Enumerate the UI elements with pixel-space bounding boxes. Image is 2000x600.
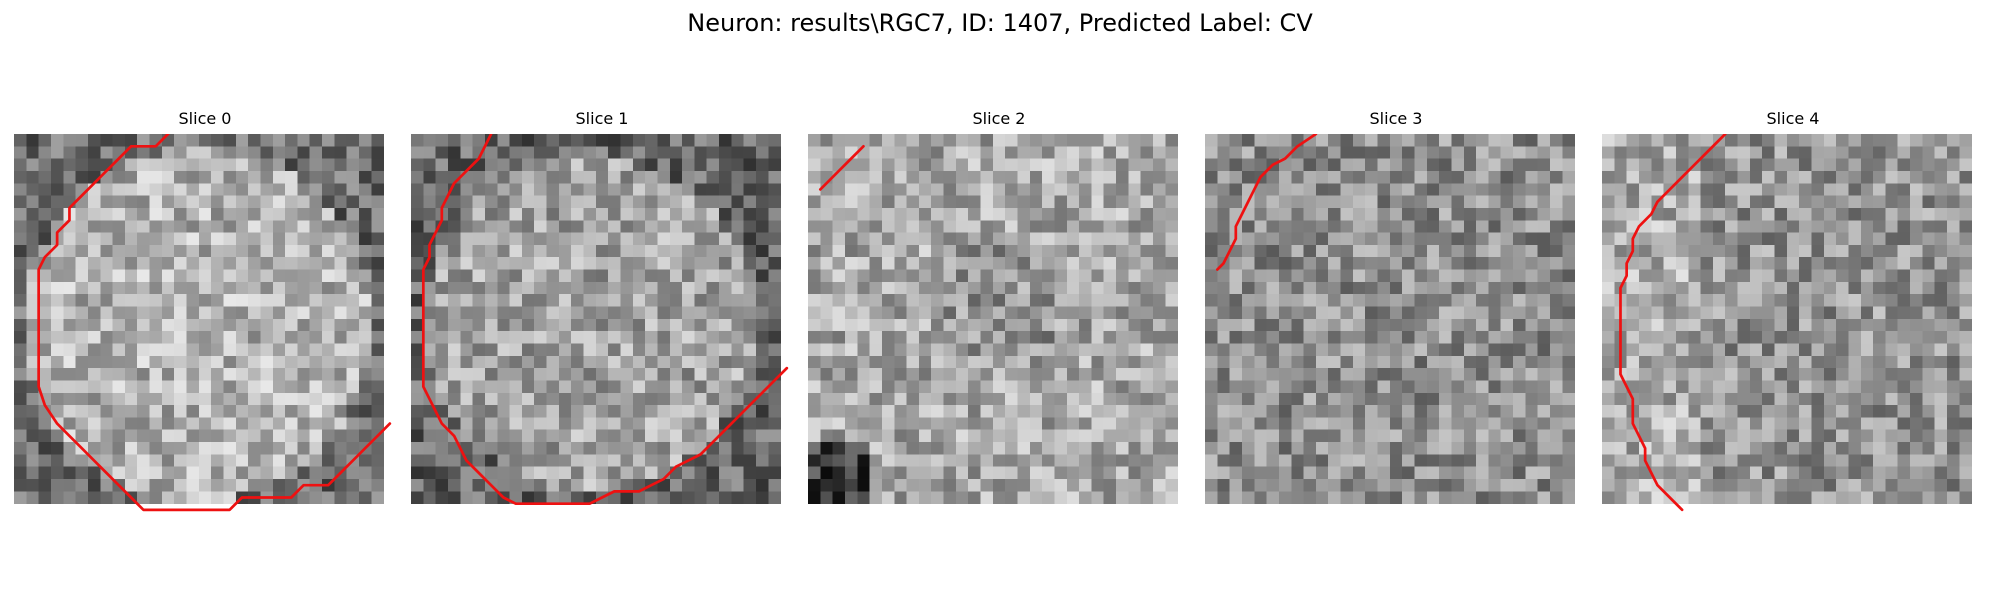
slice-panel-1: Slice 1 xyxy=(411,108,793,520)
slice-panel-3: Slice 3 xyxy=(1205,108,1587,520)
slice-title: Slice 3 xyxy=(1369,109,1423,128)
segmentation-contour xyxy=(1215,134,1318,271)
slice-panel-2: Slice 2 xyxy=(808,108,1190,520)
pixel-grid xyxy=(1205,134,1575,504)
slice-panel-0: Slice 0 xyxy=(14,108,396,520)
slice-title: Slice 4 xyxy=(1766,109,1820,128)
slice-title: Slice 1 xyxy=(575,109,629,128)
pixel-grid xyxy=(1602,134,1972,504)
slice-title: Slice 2 xyxy=(972,109,1026,128)
slice-image xyxy=(411,134,789,506)
segmentation-contour xyxy=(818,144,865,191)
slice-image xyxy=(14,134,392,512)
pixel-grid xyxy=(808,134,1178,504)
pixel-grid xyxy=(14,134,384,504)
pixel-grid xyxy=(411,134,781,504)
slice-image xyxy=(808,134,1178,504)
slice-image xyxy=(1602,134,1972,512)
figure-title: Neuron: results\RGC7, ID: 1407, Predicte… xyxy=(687,9,1313,37)
slice-panel-4: Slice 4 xyxy=(1602,108,1984,520)
slice-image xyxy=(1205,134,1575,504)
slice-title: Slice 0 xyxy=(178,109,232,128)
segmentation-contour xyxy=(37,134,392,512)
segmentation-contour xyxy=(421,134,789,506)
segmentation-contour xyxy=(1619,134,1727,512)
